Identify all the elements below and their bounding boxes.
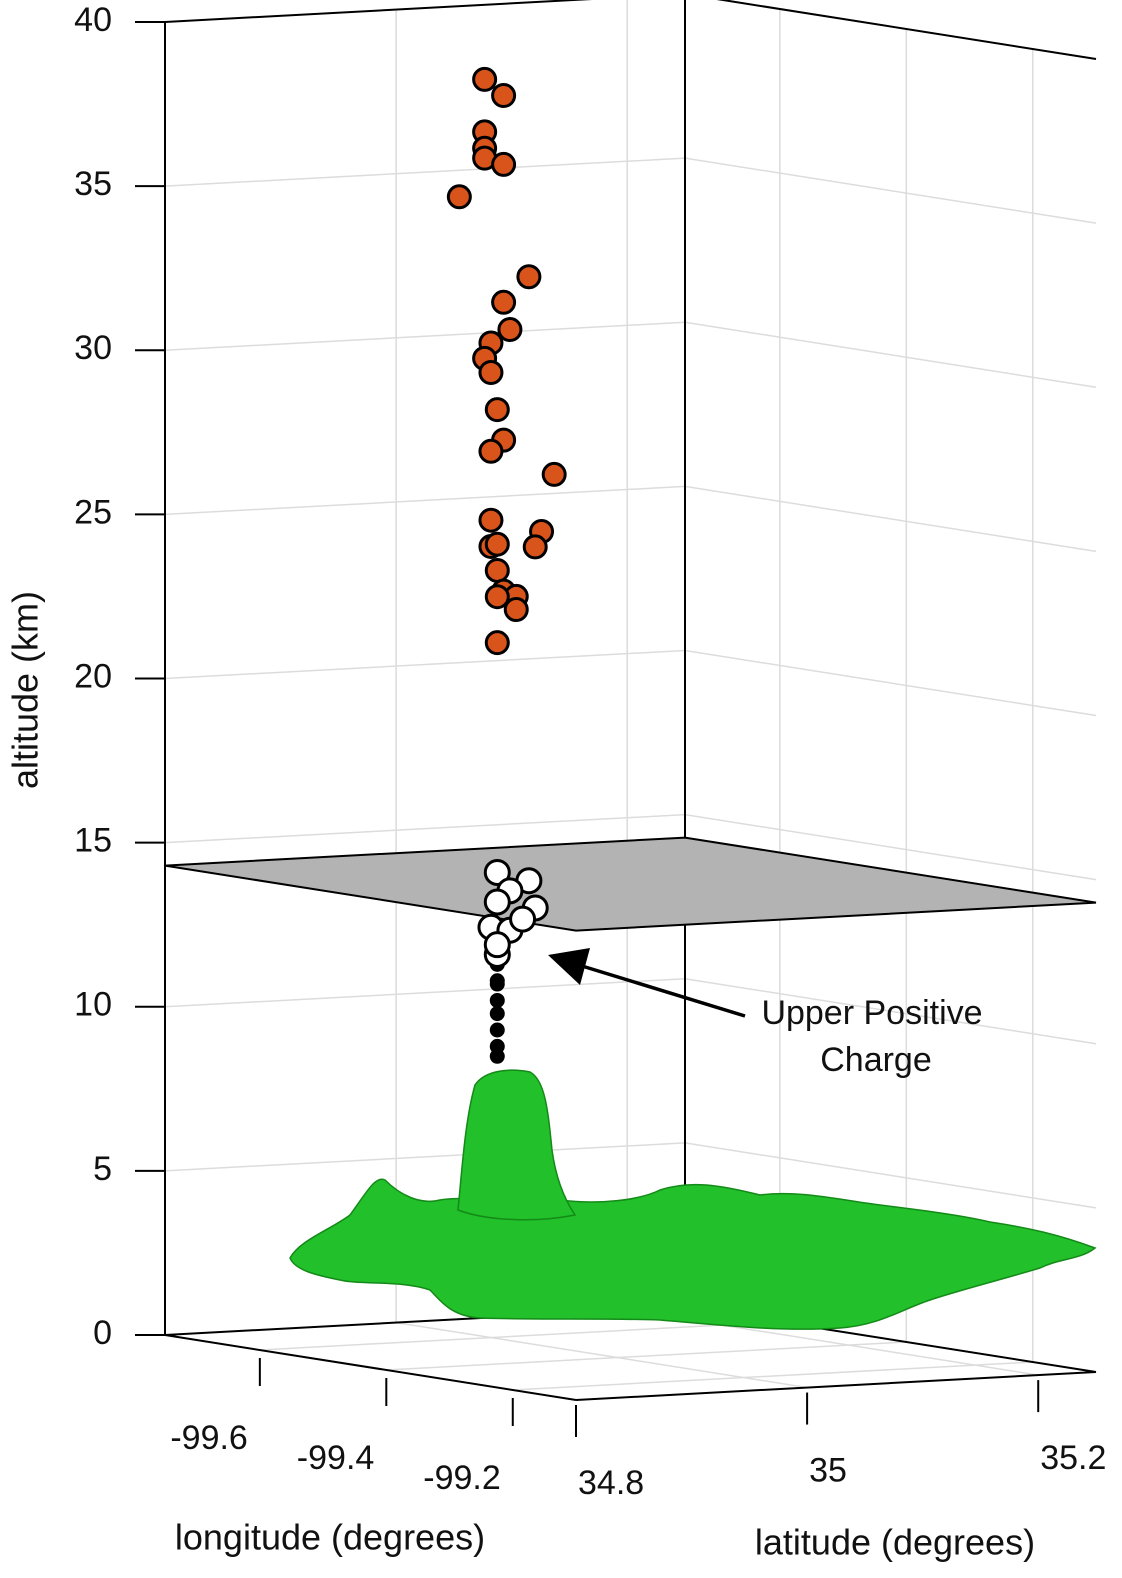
point (478, 507, 504, 533)
point (503, 597, 529, 623)
point (472, 66, 498, 92)
grid-line (164, 157, 1097, 224)
point (483, 931, 511, 959)
z-tick-label: 30 (74, 329, 112, 367)
annotation-arrowhead (548, 948, 590, 985)
annotation-arrow (581, 964, 746, 1018)
x-tick-label: -99.2 (423, 1459, 501, 1497)
point (491, 82, 517, 108)
point (489, 1048, 505, 1064)
point (478, 360, 504, 386)
y-axis-label: latitude (degrees) (755, 1522, 1035, 1563)
point (516, 264, 542, 290)
box-edge (164, 0, 593, 23)
z-tick-label: 25 (74, 493, 112, 531)
z-tick-label: 5 (93, 1150, 112, 1188)
grid-line (395, 9, 808, 1389)
point (484, 557, 510, 583)
point (483, 888, 511, 916)
grid-line (164, 649, 1097, 717)
points (446, 66, 567, 1064)
box-edge (164, 1334, 577, 1401)
z-tick-label: 40 (74, 1, 112, 39)
annotation: Charge (820, 1041, 932, 1079)
point (446, 184, 472, 210)
x-axis-label: longitude (degrees) (175, 1517, 485, 1558)
grid-line (626, 0, 1039, 1376)
point (489, 1006, 505, 1022)
z-tick-label: 35 (74, 165, 112, 203)
altitude-plane (164, 836, 1097, 932)
reflectivity-surface (289, 1069, 1097, 1330)
point (483, 858, 511, 886)
point (484, 397, 510, 423)
point (509, 905, 537, 933)
surface-tower (457, 1069, 577, 1221)
grid-line (164, 0, 1097, 60)
point (491, 289, 517, 315)
grid-line (164, 485, 1097, 553)
point (491, 151, 517, 177)
x-tick-label: -99.4 (297, 1439, 375, 1477)
z-tick-label: 0 (93, 1314, 112, 1352)
z-axis-label: altitude (km) (5, 591, 46, 789)
z-tick-label: 10 (74, 986, 112, 1024)
point (541, 461, 567, 487)
x-tick-label: -99.6 (170, 1419, 248, 1457)
annotation: Upper Positive (761, 994, 982, 1032)
point (484, 630, 510, 656)
plane-layer (164, 836, 1097, 932)
point (489, 992, 505, 1008)
point (489, 976, 505, 992)
box-edge (575, 1371, 1097, 1401)
surface-base (289, 1178, 1097, 1330)
labels: altitude (km) longitude (degrees) latitu… (5, 591, 1036, 1563)
point (484, 584, 510, 610)
grid-line (164, 321, 1097, 388)
y-tick-label: 34.8 (578, 1464, 644, 1502)
box-edge (716, 0, 1097, 60)
point (522, 534, 548, 560)
grid (164, 0, 1097, 1401)
grid-line (512, 49, 1034, 1391)
point (497, 317, 523, 343)
z-tick-label: 20 (74, 657, 112, 695)
point (478, 438, 504, 464)
point (484, 531, 510, 557)
axes: 0 5 10 15 20 25 30 35 40 -99.6 -99.4 -99.2 34.8 35 35.… (74, 0, 1106, 1502)
y-tick-label: 35 (809, 1452, 847, 1490)
y-tick-label: 35.2 (1040, 1439, 1106, 1477)
point (489, 1022, 505, 1038)
z-tick-label: 15 (74, 822, 112, 860)
